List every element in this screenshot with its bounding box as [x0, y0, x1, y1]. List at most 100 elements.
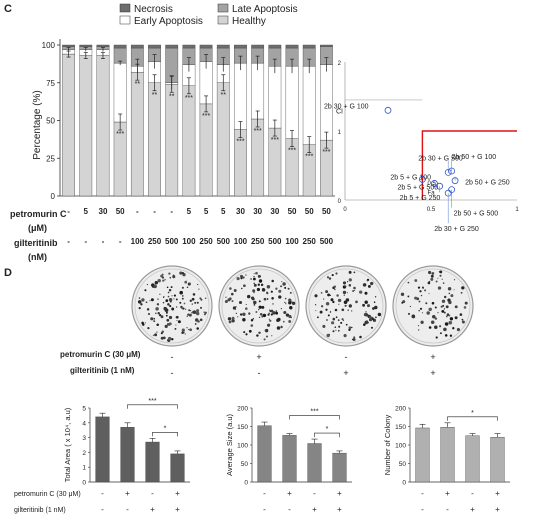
average-size-bar: [282, 435, 297, 483]
colony-dot: [196, 301, 199, 304]
legend-swatch-necrosis: [119, 3, 131, 13]
bottom-row-label-gilteritinib: gilteritinib (1 nM): [14, 507, 66, 514]
row-label-petromurin: petromurin C: [10, 209, 67, 219]
colony-dot: [253, 304, 256, 306]
colony-dot: [365, 311, 367, 313]
gilteritinib-dose-label: 250: [303, 237, 317, 246]
stacked-bar-necrosis: [130, 44, 144, 49]
colony-dot: [366, 304, 371, 308]
petromurin-dose-label: -: [67, 207, 70, 216]
legend-late-apoptosis: Late Apoptosis: [232, 4, 298, 15]
colony-dot: [278, 295, 282, 299]
colony-dot: [168, 288, 172, 292]
stacked-bar-early-apoptosis: [113, 62, 127, 123]
colony-dot: [348, 278, 352, 282]
colony-dot: [400, 292, 405, 296]
colony-dot: [434, 306, 437, 309]
number-of-colony-y-tick-label: 0: [402, 480, 406, 487]
colony-dot: [191, 311, 193, 314]
colony-dot: [180, 305, 183, 309]
stacked-significance-label: **: [135, 81, 141, 88]
number-of-colony-petromurin-sign: +: [445, 489, 450, 498]
colony-dot: [282, 282, 286, 286]
ci-x-tick-label: 1: [515, 207, 519, 213]
colony-plate-rim: [308, 268, 384, 344]
colony-dot: [162, 279, 165, 282]
colony-dot: [435, 336, 438, 339]
colony-dot: [348, 284, 352, 287]
number-of-colony-y-tick-label: 150: [395, 424, 406, 431]
colony-dot: [194, 323, 197, 325]
colony-dot: [265, 335, 269, 338]
ci-xlabel: Fa: [428, 190, 436, 196]
colony-dot: [168, 272, 171, 275]
colony-dot: [461, 320, 465, 324]
colony-plate-rim: [221, 268, 297, 344]
colony-dot: [175, 298, 178, 301]
colony-dot: [351, 310, 353, 312]
colony-dot: [353, 271, 356, 274]
colony-dot: [179, 271, 183, 275]
colony-dot: [447, 287, 452, 291]
colony-dot: [428, 293, 430, 295]
total-area-petromurin-sign: -: [151, 489, 154, 498]
colony-dot: [441, 309, 445, 313]
petromurin-dose-label: 50: [288, 207, 297, 216]
colony-dot: [177, 320, 181, 324]
colony-dot: [167, 303, 170, 306]
colony-plate: [218, 265, 300, 347]
colony-dot: [163, 306, 167, 311]
colony-dot: [166, 286, 169, 289]
colony-dot: [186, 316, 188, 318]
colony-dot: [443, 327, 447, 332]
colony-dot: [278, 289, 282, 293]
colony-dot: [191, 303, 193, 305]
colony-plate-rim: [134, 268, 210, 344]
colony-dot: [272, 311, 276, 315]
colony-dot: [275, 287, 278, 290]
colony-dot: [187, 313, 190, 316]
colony-plate: [392, 265, 474, 347]
colony-dot: [153, 318, 156, 320]
colony-dot: [367, 284, 371, 288]
bottom-row-label-petromurin: petromurin C (30 μM): [14, 491, 81, 498]
colony-dot: [141, 298, 145, 302]
ci-point-label: 2b 5 + G 100: [390, 174, 431, 181]
colony-plate-rim: [395, 268, 471, 344]
colony-dot: [253, 277, 256, 281]
colony-dot: [245, 307, 248, 310]
plate-row-label-petromurin: petromurin C (30 μM): [60, 350, 141, 359]
colony-dot: [362, 283, 367, 287]
stacked-bar-early-apoptosis: [268, 65, 282, 129]
number-of-colony-y-tick-label: 50: [399, 461, 407, 468]
colony-dot: [401, 301, 404, 304]
colony-dot: [152, 334, 154, 336]
colony-dot: [445, 315, 448, 318]
colony-dot: [331, 274, 334, 277]
colony-dot: [258, 316, 261, 319]
average-size-gilteritinib-sign: -: [263, 505, 266, 514]
colony-dot: [190, 310, 192, 312]
colony-dot: [337, 319, 340, 321]
stacked-bar-healthy: [148, 82, 161, 197]
legend-healthy: Healthy: [232, 16, 266, 27]
colony-dot: [271, 335, 273, 337]
colony-dot: [243, 331, 246, 334]
colony-dot: [144, 322, 146, 324]
colony-dot: [334, 326, 337, 328]
number-of-colony-petromurin-sign: -: [471, 489, 474, 498]
colony-dot: [329, 311, 332, 314]
colony-dot: [243, 284, 246, 288]
average-size-ylabel: Average Size (a.u): [225, 414, 234, 476]
colony-dot: [245, 333, 248, 336]
colony-dot: [259, 312, 263, 316]
colony-dot: [284, 297, 287, 300]
colony-dot: [253, 283, 257, 287]
colony-dot: [258, 300, 261, 303]
colony-dot: [176, 320, 178, 322]
ci-y-tick-label: 2: [338, 61, 342, 67]
average-size-petromurin-sign: +: [337, 489, 342, 498]
ci-point: [431, 180, 438, 187]
total-area-y-tick-label: 0: [82, 480, 86, 487]
colony-dot: [418, 329, 420, 331]
